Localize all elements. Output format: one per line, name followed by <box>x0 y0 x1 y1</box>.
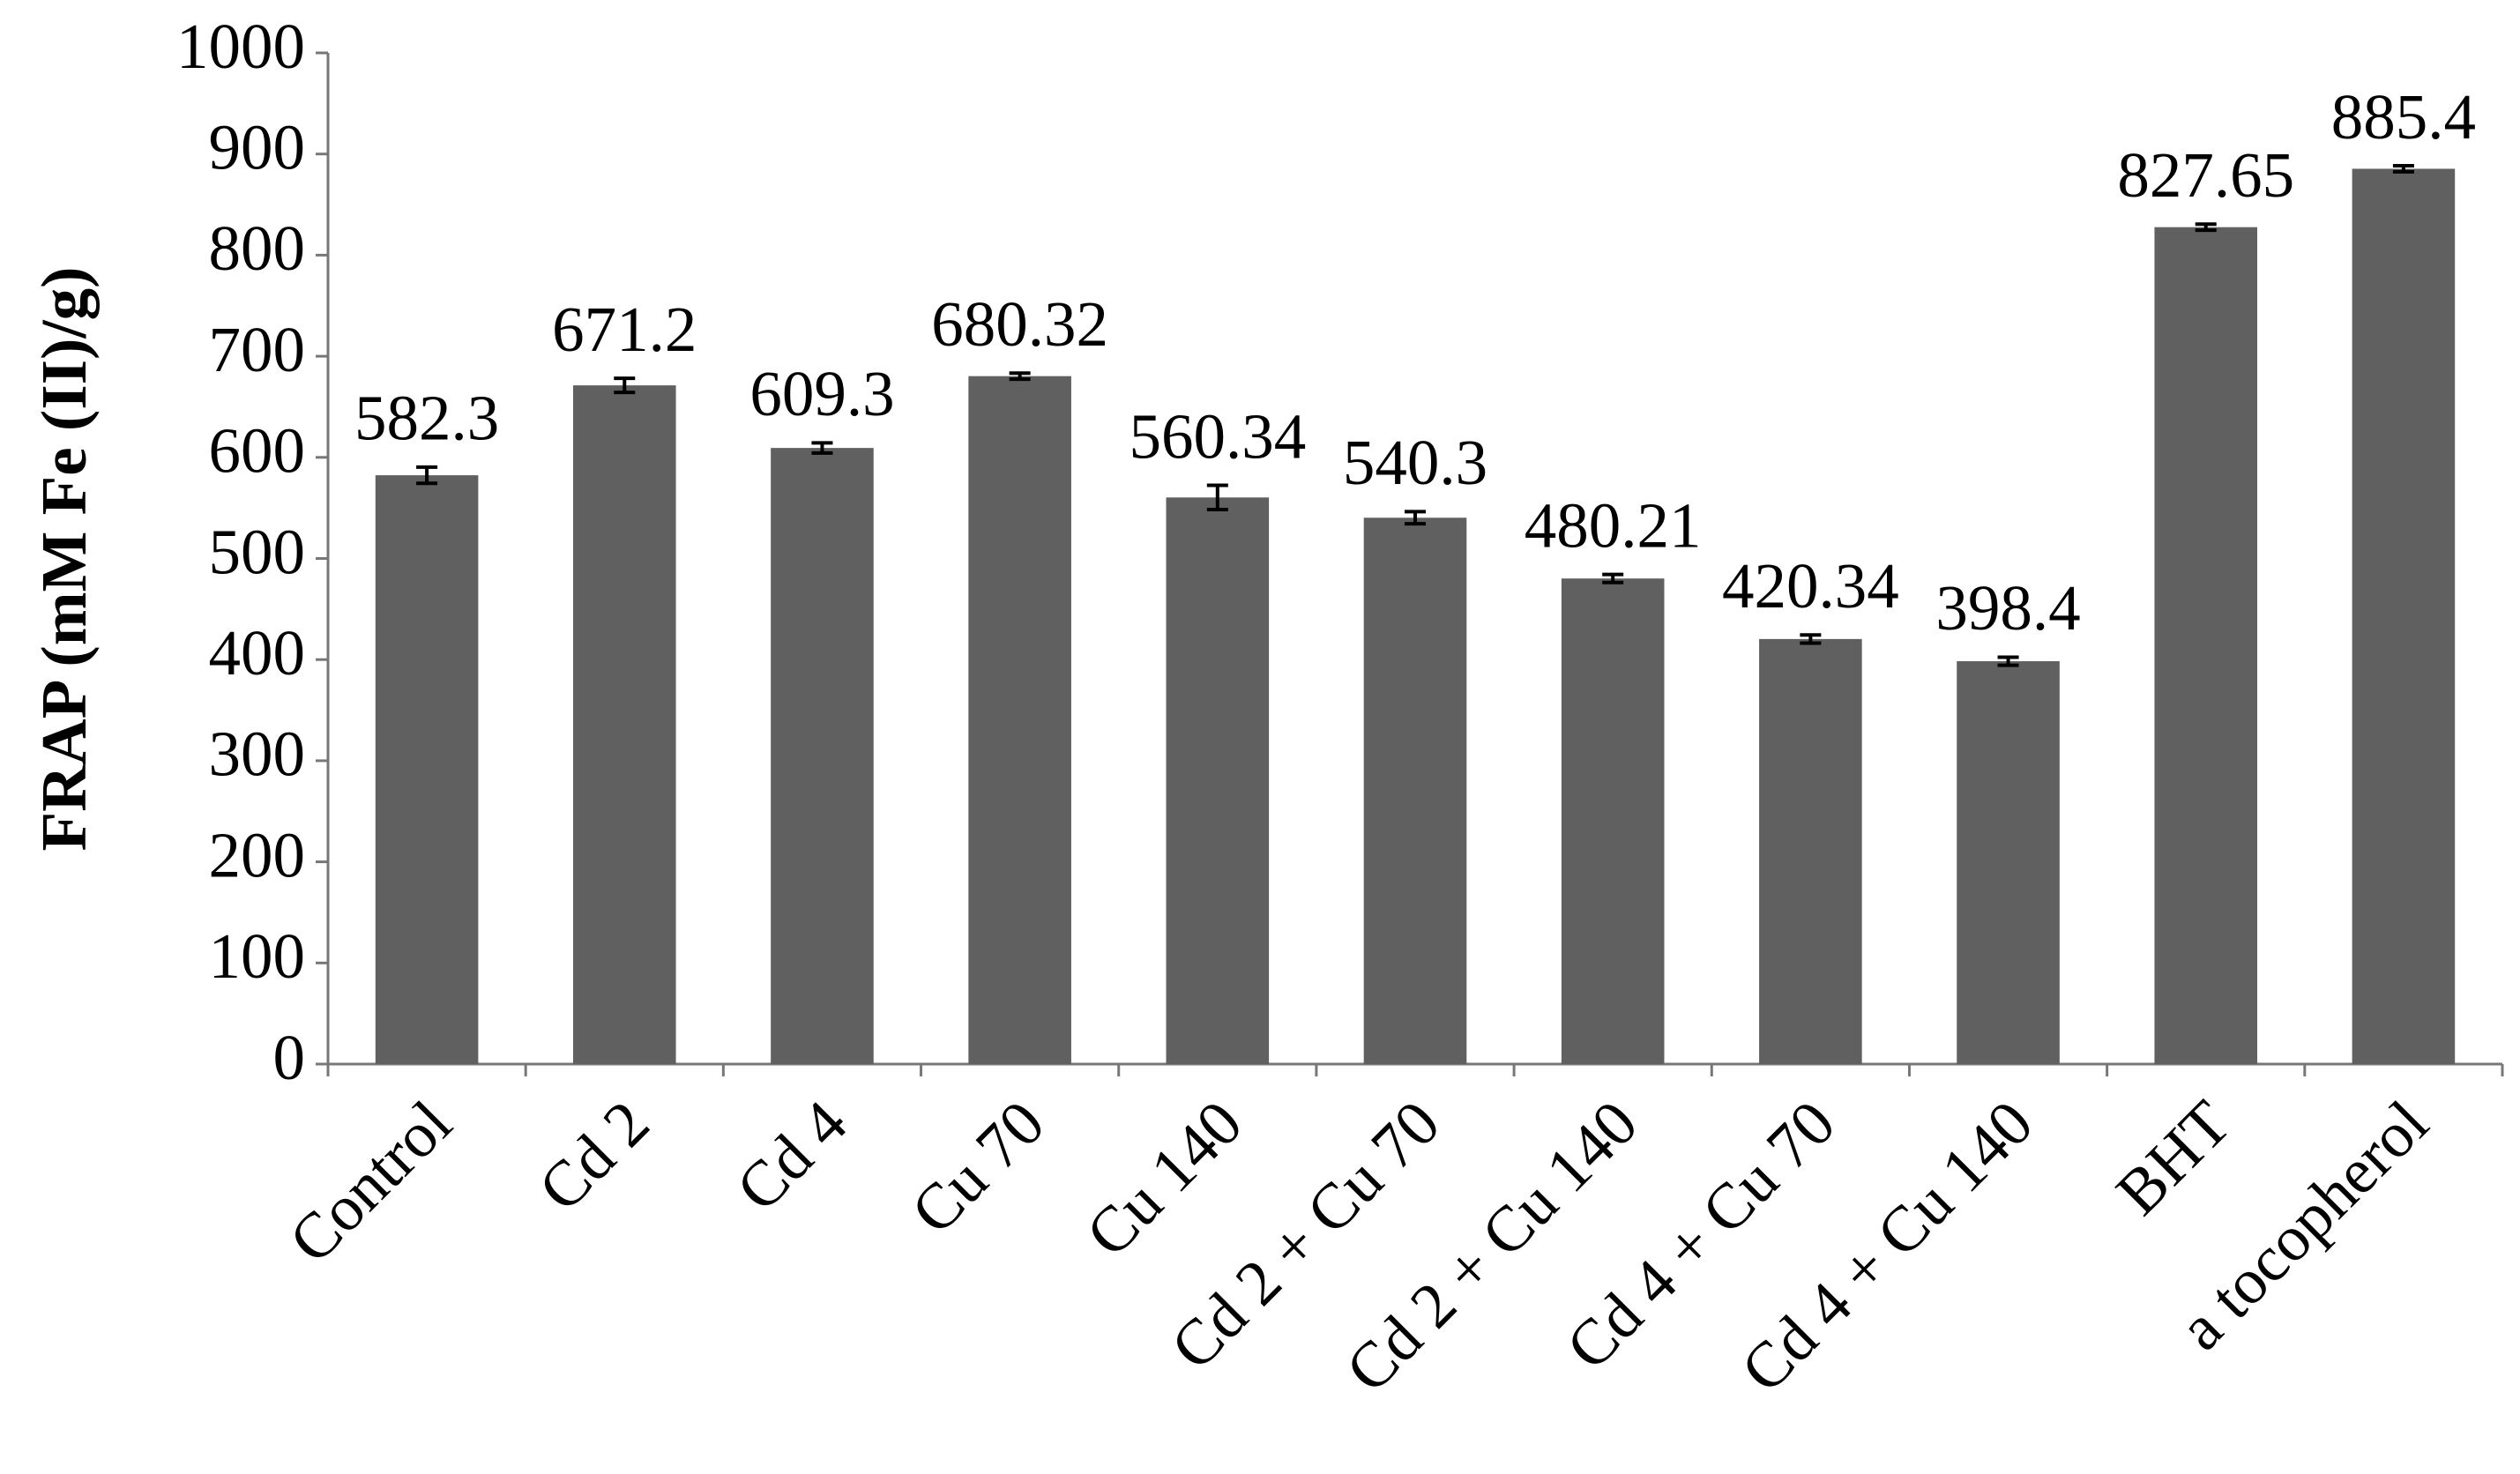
error-bar <box>416 465 438 486</box>
y-tick-label: 100 <box>209 920 306 992</box>
error-bar <box>1997 655 2019 667</box>
x-tick-label: BHT <box>2102 1087 2244 1229</box>
data-label: 560.34 <box>1129 400 1306 472</box>
data-label: 480.21 <box>1525 489 1702 561</box>
data-label: 398.4 <box>1935 572 2080 644</box>
data-label: 885.4 <box>2331 81 2476 153</box>
y-tick-label: 300 <box>209 718 306 790</box>
data-label: 582.3 <box>354 383 499 454</box>
error-bar <box>2195 222 2217 233</box>
bar <box>2154 227 2258 1065</box>
error-bar <box>1405 510 1426 526</box>
y-tick-label: 900 <box>209 111 306 182</box>
y-tick-label: 1000 <box>176 11 305 82</box>
bar <box>968 376 1071 1064</box>
data-label: 671.2 <box>552 294 697 365</box>
error-bar <box>1800 633 1822 645</box>
x-tick-label: Cd 2 <box>525 1087 662 1225</box>
error-bar <box>1206 483 1228 512</box>
bar <box>572 385 676 1064</box>
error-bar <box>1009 371 1031 382</box>
error-bar <box>2392 164 2414 174</box>
bar <box>1363 517 1467 1064</box>
x-tick-label: Cd 4 <box>722 1087 860 1225</box>
y-tick-label: 0 <box>273 1022 306 1093</box>
error-bar <box>1602 572 1624 584</box>
y-tick-label: 700 <box>209 314 306 385</box>
error-bar <box>614 376 636 395</box>
y-tick-label: 200 <box>209 819 306 890</box>
data-label: 540.3 <box>1343 427 1487 498</box>
data-label: 420.34 <box>1722 550 1899 622</box>
y-tick-label: 400 <box>209 617 306 689</box>
bar <box>1957 661 2060 1064</box>
bar <box>1561 578 1665 1064</box>
data-label: 680.32 <box>931 288 1108 360</box>
x-tick-label: Control <box>275 1087 465 1277</box>
error-bar <box>811 441 833 455</box>
bar <box>1166 497 1270 1064</box>
bar <box>1759 638 1862 1064</box>
data-label: 609.3 <box>749 358 894 429</box>
y-tick-label: 500 <box>209 516 306 587</box>
bar <box>771 448 874 1064</box>
y-axis-title: FRAP (mM Fe (II)/g) <box>28 267 100 852</box>
y-tick-label: 600 <box>209 415 306 487</box>
y-tick-label: 800 <box>209 212 306 284</box>
bar <box>2352 168 2456 1065</box>
data-label: 827.65 <box>2117 139 2294 211</box>
x-tick-label: Cu 70 <box>898 1087 1058 1247</box>
x-tick-label: Cu 140 <box>1072 1087 1256 1270</box>
bar <box>375 475 479 1064</box>
